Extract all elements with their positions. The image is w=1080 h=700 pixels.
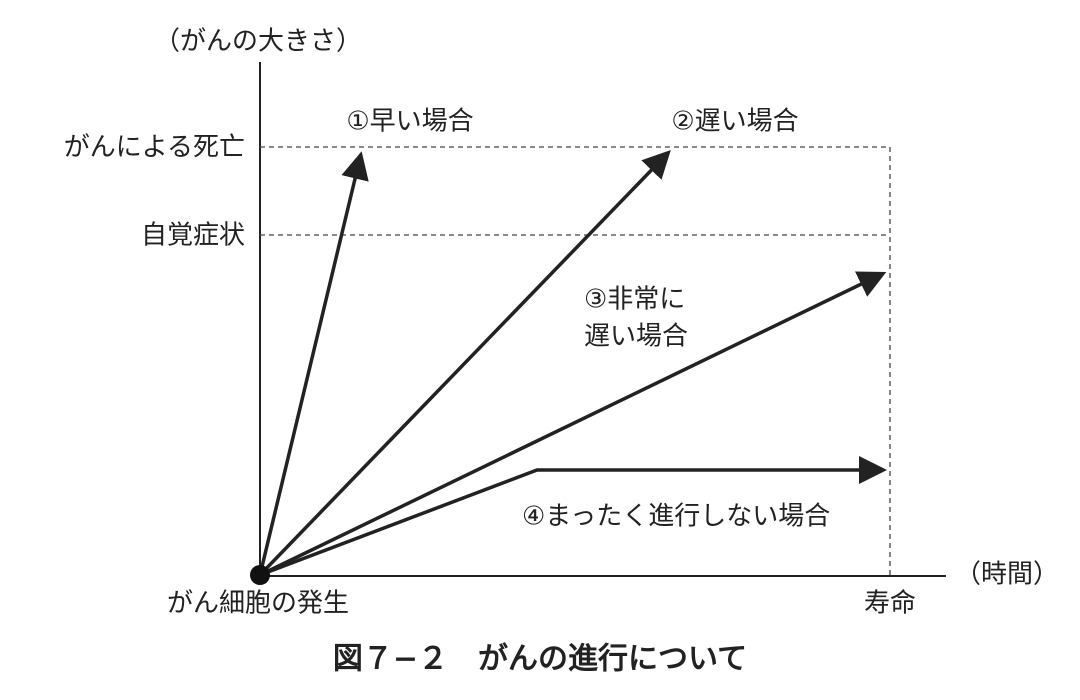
y-axis-label: （がんの大きさ） bbox=[154, 27, 362, 57]
case-label: ③非常に bbox=[584, 285, 685, 315]
origin-label: がん細胞の発生 bbox=[167, 589, 349, 619]
case-label: ②遅い場合 bbox=[671, 107, 798, 137]
arrow-very-slow bbox=[259, 271, 887, 577]
lifespan-label: 寿命 bbox=[864, 589, 916, 619]
arrow-slow bbox=[258, 149, 671, 577]
case-label: 遅い場合 bbox=[584, 322, 688, 352]
caption: 図７−２ がんの進行について bbox=[333, 642, 747, 677]
origin-dot bbox=[250, 565, 270, 585]
level-label: がんによる死亡 bbox=[64, 133, 245, 163]
arrow-no-progress bbox=[259, 456, 887, 577]
case-label: ④まったく進行しない場合 bbox=[522, 502, 830, 532]
arrow-fast bbox=[258, 151, 369, 576]
level-label: 自覚症状 bbox=[141, 221, 245, 251]
case-label: ①早い場合 bbox=[346, 107, 473, 137]
x-axis-label: （時間） bbox=[955, 560, 1059, 590]
